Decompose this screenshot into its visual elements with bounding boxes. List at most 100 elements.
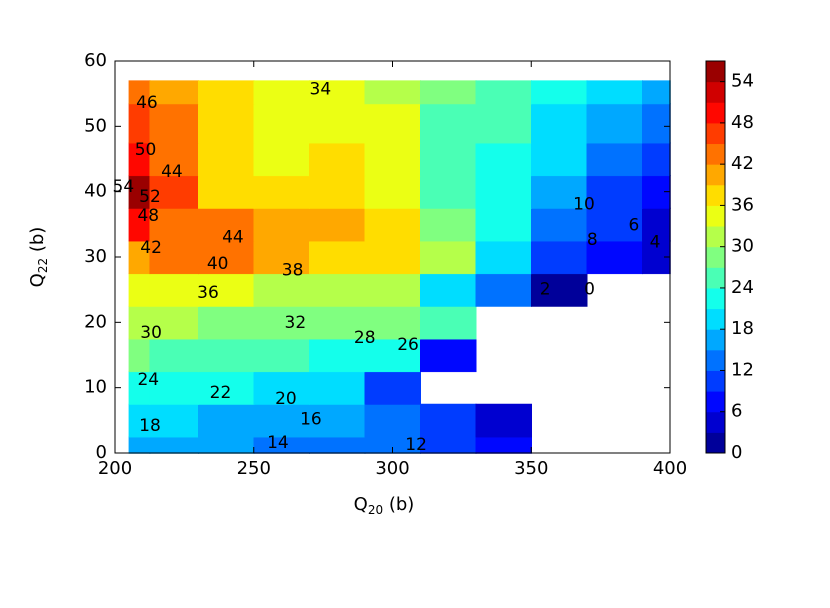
colorbar-band: [706, 349, 725, 371]
field-cell: [253, 403, 310, 438]
contour-label: 14: [267, 433, 289, 453]
contour-label: 4: [650, 233, 661, 253]
field-cell: [309, 305, 366, 340]
field-cell: [531, 240, 588, 275]
field-cell: [309, 142, 366, 177]
contour-label: 52: [139, 187, 161, 207]
contour-label: 18: [139, 416, 161, 436]
field-cell: [253, 305, 310, 340]
field-cell: [586, 207, 643, 242]
field-cell: [198, 273, 255, 307]
field-cell: [149, 338, 199, 373]
field-cell: [198, 175, 255, 209]
contour-label: 34: [310, 80, 332, 100]
y-axis-label: Q22 (b): [27, 227, 50, 288]
field-cell: [475, 103, 532, 144]
field-cell: [475, 175, 532, 209]
field-cell: [475, 80, 532, 105]
field-cell: [253, 371, 310, 405]
field-cell: [420, 207, 477, 242]
y-tick-label: 50: [84, 115, 107, 136]
field-cell: [149, 207, 199, 242]
contour-label: 40: [207, 254, 229, 274]
field-cell: [420, 103, 477, 144]
field-cell: [149, 273, 199, 307]
field-cell: [198, 207, 255, 242]
field-cell: [309, 175, 366, 209]
field-cell: [586, 175, 643, 209]
field-cell: [309, 338, 366, 373]
field-cell: [253, 240, 310, 275]
field-cell: [128, 436, 151, 454]
field-cell: [128, 273, 151, 307]
field: [128, 80, 671, 454]
contour-label: 42: [140, 238, 162, 258]
field-cell: [309, 207, 366, 242]
contour-label: 44: [222, 227, 244, 247]
colorbar-tick-label: 24: [731, 277, 754, 298]
colorbar-band: [706, 226, 725, 248]
contour-label: 12: [405, 435, 427, 455]
field-cell: [253, 207, 310, 242]
colorbar-tick-label: 48: [731, 112, 754, 133]
colorbar-band: [706, 246, 725, 268]
field-cell: [531, 103, 588, 144]
field-cell: [364, 305, 421, 340]
colorbar-band: [706, 287, 725, 310]
colorbar-tick-label: 54: [731, 71, 754, 92]
colorbar-band: [706, 164, 725, 186]
contour-label: 38: [282, 261, 304, 281]
field-cell: [198, 305, 255, 340]
colorbar-band: [706, 122, 725, 145]
field-cell: [420, 80, 477, 105]
x-tick-label: 300: [375, 458, 409, 479]
colorbar-band: [706, 308, 725, 330]
y-tick-label: 30: [84, 246, 107, 267]
field-cell: [420, 240, 477, 275]
colorbar-band: [706, 143, 725, 165]
field-cell: [198, 436, 255, 454]
field-cell: [475, 436, 532, 454]
contour-label: 8: [587, 230, 598, 250]
colorbar-band: [706, 205, 725, 227]
field-cell: [253, 175, 310, 209]
contour-label: 50: [135, 140, 157, 160]
colorbar-band: [706, 432, 725, 454]
field-cell: [364, 175, 421, 209]
field-cell: [253, 142, 310, 177]
contour-label: 30: [140, 323, 162, 343]
field-cell: [364, 207, 421, 242]
contour-label: 2: [540, 280, 551, 300]
field-cell: [198, 80, 255, 105]
colorbar-band: [706, 329, 725, 351]
colorbar-band: [706, 370, 725, 392]
y-tick-label: 40: [84, 181, 107, 202]
contour-label: 24: [137, 370, 159, 390]
x-tick-label: 250: [237, 458, 271, 479]
field-cell: [420, 338, 477, 373]
field-cell: [309, 436, 366, 454]
field-cell: [475, 273, 532, 307]
contour-label: 44: [161, 162, 183, 182]
field-cell: [642, 142, 671, 177]
field-cell: [253, 103, 310, 144]
colorbar-band: [706, 81, 725, 103]
field-cell: [364, 240, 421, 275]
field-cell: [364, 103, 421, 144]
x-tick-label: 200: [98, 458, 132, 479]
field-cell: [198, 142, 255, 177]
x-axis-label: Q20 (b): [354, 494, 415, 517]
contour-label: 6: [629, 216, 640, 236]
field-cell: [531, 142, 588, 177]
field-cell: [309, 371, 366, 405]
x-tick-label: 400: [653, 458, 687, 479]
field-cell: [149, 305, 199, 340]
field-cell: [198, 403, 255, 438]
field-cell: [475, 207, 532, 242]
field-cell: [128, 338, 151, 373]
field-cell: [309, 273, 366, 307]
colorbar-tick-label: 6: [731, 401, 742, 422]
field-cell: [198, 338, 255, 373]
